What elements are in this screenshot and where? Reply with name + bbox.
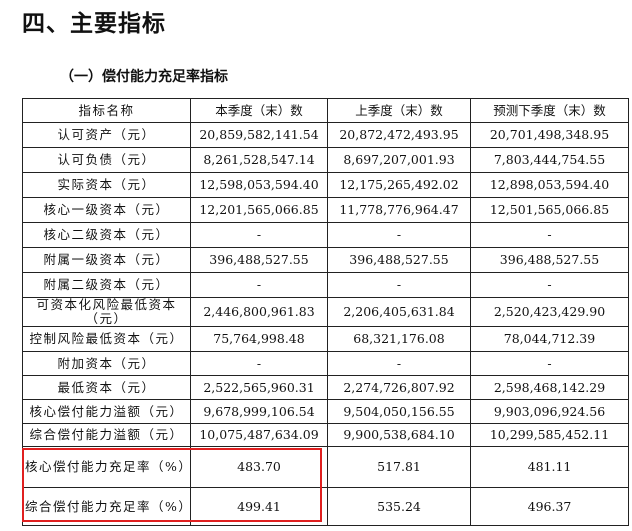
value-cell: 496.37 — [470, 487, 629, 526]
value-cell: 9,504,050,156.55 — [327, 399, 471, 424]
value-cell: - — [327, 222, 471, 248]
indicator-name: 综合偿付能力溢额（元） — [22, 423, 191, 447]
value-cell: 75,764,998.48 — [190, 326, 328, 352]
value-cell: 2,522,565,960.31 — [190, 375, 328, 400]
indicator-name: 可资本化风险最低资本（元） — [22, 297, 191, 327]
value-cell: 2,446,800,961.83 — [190, 297, 328, 327]
table-row: 认可负债（元） 8,261,528,547.14 8,697,207,001.93 7… — [22, 147, 629, 173]
value-cell: 20,859,582,141.54 — [190, 122, 328, 148]
table-row: 核心一级资本（元） 12,201,565,066.85 11,778,776,964… — [22, 197, 629, 223]
value-cell: 7,803,444,754.55 — [470, 147, 629, 173]
value-cell: 9,678,999,106.54 — [190, 399, 328, 424]
indicator-name: 认可资产（元） — [22, 122, 191, 148]
indicator-name: 认可负债（元） — [22, 147, 191, 173]
indicator-name: 核心偿付能力充足率（%） — [22, 446, 191, 488]
value-cell: 20,872,472,493.95 — [327, 122, 471, 148]
value-cell: - — [190, 351, 328, 376]
value-cell: 2,598,468,142.29 — [470, 375, 629, 400]
value-cell: 12,898,053,594.40 — [470, 172, 629, 198]
table-row: 附加资本（元） - - - — [22, 351, 629, 376]
value-cell: 12,175,265,492.02 — [327, 172, 471, 198]
value-cell: 9,900,538,684.10 — [327, 423, 471, 447]
value-cell: 20,701,498,348.95 — [470, 122, 629, 148]
value-cell: 396,488,527.55 — [327, 247, 471, 273]
indicator-name: 附属一级资本（元） — [22, 247, 191, 273]
value-cell: 396,488,527.55 — [190, 247, 328, 273]
indicator-name: 综合偿付能力充足率（%） — [22, 487, 191, 526]
indicator-name: 核心偿付能力溢额（元） — [22, 399, 191, 424]
value-cell: 499.41 — [190, 487, 328, 526]
column-header: 指标名称 — [22, 98, 191, 123]
table-header-row: 指标名称 本季度（末）数 上季度（末）数 预测下季度（末）数 — [22, 98, 629, 123]
value-cell: 517.81 — [327, 446, 471, 488]
value-cell: - — [327, 272, 471, 298]
value-cell: - — [190, 272, 328, 298]
value-cell: 78,044,712.39 — [470, 326, 629, 352]
value-cell: 68,321,176.08 — [327, 326, 471, 352]
value-cell: 9,903,096,924.56 — [470, 399, 629, 424]
table-row: 核心偿付能力溢额（元） 9,678,999,106.54 9,504,050,156… — [22, 399, 629, 424]
value-cell: 8,261,528,547.14 — [190, 147, 328, 173]
table-row: 可资本化风险最低资本（元） 2,446,800,961.83 2,206,405,6… — [22, 297, 629, 327]
value-cell: 12,598,053,594.40 — [190, 172, 328, 198]
column-header: 上季度（末）数 — [327, 98, 471, 123]
table-row: 附属一级资本（元） 396,488,527.55 396,488,527.55 396… — [22, 247, 629, 273]
indicator-name: 最低资本（元） — [22, 375, 191, 400]
column-header: 预测下季度（末）数 — [470, 98, 629, 123]
subsection-title: （一）偿付能力充足率指标 — [60, 69, 228, 85]
table-row: 核心二级资本（元） - - - — [22, 222, 629, 248]
value-cell: 12,201,565,066.85 — [190, 197, 328, 223]
table-row: 附属二级资本（元） - - - — [22, 272, 629, 298]
value-cell: 481.11 — [470, 446, 629, 488]
value-cell: 2,274,726,807.92 — [327, 375, 471, 400]
value-cell: 10,299,585,452.11 — [470, 423, 629, 447]
value-cell: 12,501,565,066.85 — [470, 197, 629, 223]
value-cell: - — [327, 351, 471, 376]
table-row: 核心偿付能力充足率（%） 483.70 517.81 481.11 — [22, 446, 629, 488]
table-row: 综合偿付能力溢额（元） 10,075,487,634.09 9,900,538,68… — [22, 423, 629, 447]
value-cell: 483.70 — [190, 446, 328, 488]
value-cell: - — [190, 222, 328, 248]
indicator-name: 控制风险最低资本（元） — [22, 326, 191, 352]
indicator-name: 实际资本（元） — [22, 172, 191, 198]
value-cell: - — [470, 222, 629, 248]
section-title: 四、主要指标 — [22, 11, 166, 37]
value-cell: 10,075,487,634.09 — [190, 423, 328, 447]
indicator-name: 附加资本（元） — [22, 351, 191, 376]
indicator-name: 核心二级资本（元） — [22, 222, 191, 248]
indicator-name: 附属二级资本（元） — [22, 272, 191, 298]
column-header: 本季度（末）数 — [190, 98, 328, 123]
value-cell: 8,697,207,001.93 — [327, 147, 471, 173]
indicator-name: 核心一级资本（元） — [22, 197, 191, 223]
value-cell: - — [470, 351, 629, 376]
table-row: 控制风险最低资本（元） 75,764,998.48 68,321,176.08 78,… — [22, 326, 629, 352]
value-cell: 535.24 — [327, 487, 471, 526]
table-row: 认可资产（元） 20,859,582,141.54 20,872,472,493.9… — [22, 122, 629, 148]
value-cell: - — [470, 272, 629, 298]
solvency-table: 指标名称 本季度（末）数 上季度（末）数 预测下季度（末）数 认可资产（元） 20,859… — [22, 98, 629, 526]
value-cell: 2,206,405,631.84 — [327, 297, 471, 327]
table-row: 实际资本（元） 12,598,053,594.40 12,175,265,492.0… — [22, 172, 629, 198]
value-cell: 2,520,423,429.90 — [470, 297, 629, 327]
table-row: 综合偿付能力充足率（%） 499.41 535.24 496.37 — [22, 487, 629, 526]
value-cell: 11,778,776,964.47 — [327, 197, 471, 223]
table-row: 最低资本（元） 2,522,565,960.31 2,274,726,807.92 2… — [22, 375, 629, 400]
value-cell: 396,488,527.55 — [470, 247, 629, 273]
